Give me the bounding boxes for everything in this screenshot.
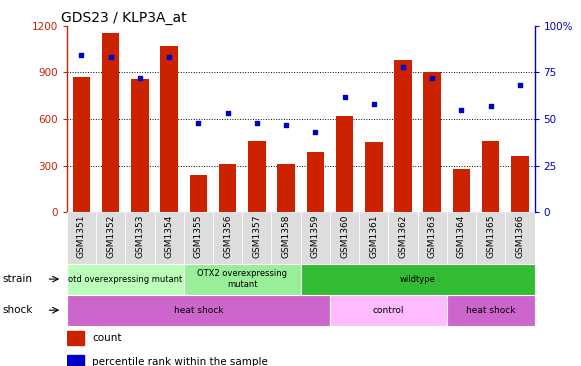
Text: GSM1355: GSM1355 (194, 215, 203, 258)
Bar (424, 72, 441, 212)
Text: GSM1365: GSM1365 (486, 215, 495, 258)
Bar (73, 77, 90, 212)
Text: control: control (372, 306, 404, 315)
Text: GSM1357: GSM1357 (252, 215, 261, 258)
Bar (96, 212, 125, 264)
Bar (453, 169, 470, 212)
Bar (160, 46, 178, 212)
Bar (365, 142, 382, 212)
Bar (307, 152, 324, 212)
Text: GSM1359: GSM1359 (311, 215, 320, 258)
Bar (155, 212, 184, 264)
Bar (242, 212, 271, 264)
Bar (330, 295, 447, 326)
Text: GSM1364: GSM1364 (457, 215, 466, 258)
Bar (67, 264, 184, 295)
Bar (271, 212, 301, 264)
Bar (67, 212, 96, 264)
Point (369, 101, 378, 107)
Bar (102, 33, 120, 212)
Point (311, 129, 320, 135)
Bar (418, 212, 447, 264)
Text: GSM1354: GSM1354 (164, 215, 174, 258)
Point (77, 53, 86, 59)
Bar (301, 212, 330, 264)
Bar (394, 60, 412, 212)
Text: wildtype: wildtype (400, 274, 436, 284)
Text: otd overexpressing mutant: otd overexpressing mutant (68, 274, 182, 284)
Point (223, 111, 232, 116)
Bar (125, 212, 155, 264)
Point (164, 55, 174, 60)
Bar (447, 212, 476, 264)
Text: GSM1358: GSM1358 (282, 215, 290, 258)
Point (486, 103, 496, 109)
Bar (184, 264, 301, 295)
Text: count: count (92, 333, 121, 343)
Point (106, 55, 115, 60)
Bar (301, 264, 535, 295)
Bar (330, 212, 359, 264)
Bar (505, 212, 535, 264)
Point (457, 107, 466, 113)
Text: GSM1352: GSM1352 (106, 215, 115, 258)
Bar (482, 141, 500, 212)
Bar (336, 116, 353, 212)
Text: heat shock: heat shock (174, 306, 223, 315)
Bar (213, 212, 242, 264)
Text: strain: strain (3, 274, 33, 284)
Text: OTX2 overexpressing
mutant: OTX2 overexpressing mutant (197, 269, 287, 289)
Point (515, 82, 525, 88)
Bar (67, 295, 330, 326)
Text: GSM1356: GSM1356 (223, 215, 232, 258)
Text: GSM1366: GSM1366 (515, 215, 525, 258)
Bar (277, 164, 295, 212)
Bar (67, 355, 84, 366)
Text: percentile rank within the sample: percentile rank within the sample (92, 357, 268, 366)
Text: heat shock: heat shock (466, 306, 515, 315)
Bar (447, 295, 535, 326)
Bar (511, 156, 529, 212)
Bar (248, 141, 266, 212)
Text: GSM1360: GSM1360 (340, 215, 349, 258)
Text: GSM1363: GSM1363 (428, 215, 437, 258)
Bar (67, 332, 84, 345)
Bar (388, 212, 418, 264)
Text: GSM1362: GSM1362 (399, 215, 407, 258)
Point (428, 75, 437, 81)
Point (281, 122, 290, 127)
Bar (359, 212, 388, 264)
Text: GSM1351: GSM1351 (77, 215, 86, 258)
Point (135, 75, 145, 81)
Text: GSM1353: GSM1353 (135, 215, 145, 258)
Bar (476, 212, 505, 264)
Point (340, 94, 349, 100)
Text: shock: shock (3, 305, 33, 315)
Point (399, 64, 408, 70)
Point (252, 120, 261, 126)
Text: GSM1361: GSM1361 (370, 215, 378, 258)
Text: GDS23 / KLP3A_at: GDS23 / KLP3A_at (61, 11, 187, 25)
Bar (189, 175, 207, 212)
Bar (131, 79, 149, 212)
Bar (219, 164, 236, 212)
Point (193, 120, 203, 126)
Bar (184, 212, 213, 264)
